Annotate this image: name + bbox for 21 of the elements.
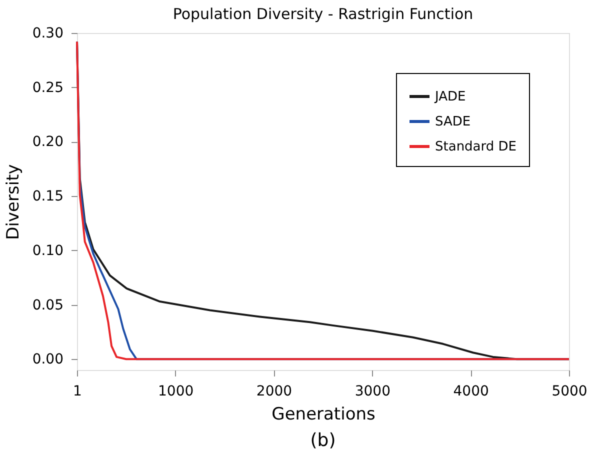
x-tick-label: 4000 xyxy=(453,384,489,400)
x-tick-label: 1 xyxy=(73,384,82,400)
y-axis-title: Diversity xyxy=(3,164,24,240)
y-tick-label: 0.10 xyxy=(32,242,64,259)
line-series xyxy=(76,40,570,360)
x-tick-label: 5000 xyxy=(552,384,588,400)
legend-label: Standard DE xyxy=(435,140,516,154)
legend-label: SADE xyxy=(435,114,471,130)
x-tick-label: 3000 xyxy=(354,384,390,400)
legend-label: JADE xyxy=(434,90,466,104)
y-tick-label: 0.20 xyxy=(32,134,64,150)
text: (b) xyxy=(310,430,336,451)
y-tick-label: 0.30 xyxy=(32,26,64,42)
y-tick-label: 0.05 xyxy=(32,297,64,314)
y-tick-label: 0.00 xyxy=(32,352,64,368)
x-axis-title: Generations xyxy=(272,404,376,424)
y-tick-label: 0.25 xyxy=(32,80,64,96)
y-tick-label: 0.15 xyxy=(32,188,64,205)
x-tick-label: 2000 xyxy=(256,384,292,400)
x-tick-label: 1000 xyxy=(158,384,194,400)
chart-title: Population Diversity - Rastrigin Function xyxy=(172,5,474,23)
